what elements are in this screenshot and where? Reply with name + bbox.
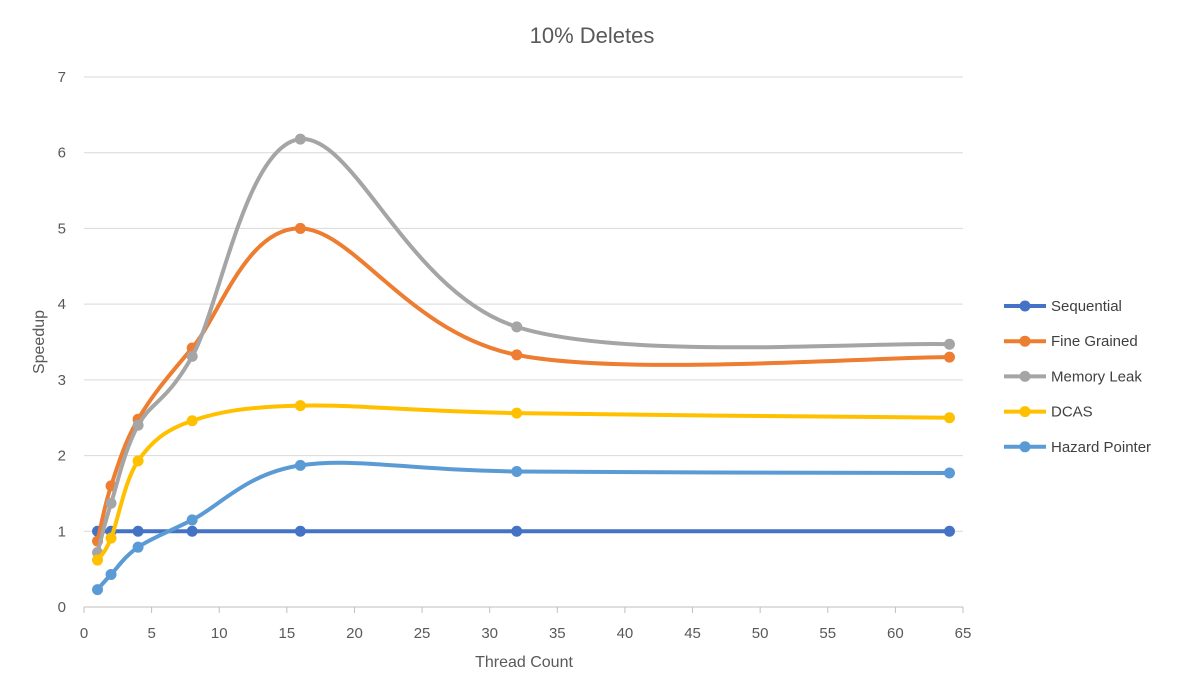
y-tick-label: 1 [58, 523, 66, 540]
gridlines [84, 76, 963, 532]
legend-label: Fine Grained [1051, 333, 1138, 350]
series-sequential [92, 525, 955, 537]
x-tick-label: 35 [549, 625, 566, 642]
series-line [95, 137, 952, 555]
x-tick-label: 40 [617, 625, 634, 642]
series-fine-grained [92, 222, 955, 547]
data-point [92, 554, 104, 566]
y-tick-label: 0 [58, 599, 66, 616]
legend-label: Memory Leak [1051, 368, 1142, 385]
legend-item: Sequential [1004, 298, 1122, 315]
legend-swatch-marker [1019, 406, 1031, 418]
chart-title: 10% Deletes [530, 23, 655, 48]
x-tick-label: 55 [819, 625, 836, 642]
x-tick-label: 65 [955, 625, 972, 642]
data-point [132, 419, 144, 431]
legend-label: DCAS [1051, 404, 1093, 421]
data-point [511, 321, 523, 333]
series-lines [92, 133, 955, 596]
series-line [95, 403, 952, 563]
x-tick-label: 5 [147, 625, 155, 642]
series-hazard-pointer [92, 459, 955, 596]
y-axis-title: Speedup [31, 310, 48, 374]
x-tick-label: 45 [684, 625, 701, 642]
data-point [186, 514, 198, 526]
x-tick-label: 25 [414, 625, 431, 642]
data-point [511, 525, 523, 537]
legend-swatch-marker [1019, 441, 1031, 453]
legend-item: Fine Grained [1004, 333, 1138, 350]
data-point [943, 412, 955, 424]
y-tick-label: 3 [58, 372, 66, 389]
data-point [511, 407, 523, 419]
legend-label: Sequential [1051, 298, 1122, 315]
data-point [186, 525, 198, 537]
legend-label: Hazard Pointer [1051, 439, 1151, 456]
data-point [943, 351, 955, 363]
y-tick-label: 2 [58, 448, 66, 465]
data-point [105, 568, 117, 580]
x-axis-title: Thread Count [475, 654, 573, 671]
x-tick-label: 20 [346, 625, 363, 642]
y-tick-label: 5 [58, 220, 66, 237]
legend-swatch-marker [1019, 335, 1031, 347]
legend-swatch-marker [1019, 300, 1031, 312]
legend-item: Memory Leak [1004, 368, 1142, 385]
legend-item: Hazard Pointer [1004, 439, 1151, 456]
x-tick-label: 60 [887, 625, 904, 642]
series-line [95, 460, 952, 592]
x-tick-label: 0 [80, 625, 88, 642]
x-tick-label: 30 [481, 625, 498, 642]
data-point [294, 459, 306, 471]
y-tick-label: 6 [58, 145, 66, 162]
x-tick-label: 50 [752, 625, 769, 642]
data-point [294, 133, 306, 145]
data-point [511, 465, 523, 477]
data-point [943, 467, 955, 479]
legend: Sequential Fine Grained Memory Leak DCAS Haz… [1004, 298, 1151, 456]
data-point [132, 541, 144, 553]
y-tick-label: 4 [58, 296, 66, 313]
data-point [186, 415, 198, 427]
data-point [186, 350, 198, 362]
series-dcas [92, 400, 955, 566]
series-memory-leak [92, 133, 955, 558]
x-tick-label: 15 [279, 625, 296, 642]
data-point [294, 222, 306, 234]
x-tick-label: 10 [211, 625, 228, 642]
series-line [95, 226, 952, 544]
data-point [294, 525, 306, 537]
data-point [511, 349, 523, 361]
legend-item: DCAS [1004, 404, 1093, 421]
y-tick-label: 7 [58, 69, 66, 86]
data-point [132, 455, 144, 467]
data-point [943, 525, 955, 537]
legend-swatch-marker [1019, 370, 1031, 382]
data-point [105, 497, 117, 509]
data-point [943, 338, 955, 350]
data-point [92, 584, 104, 596]
data-point [294, 400, 306, 412]
data-point [105, 532, 117, 544]
data-point [132, 525, 144, 537]
